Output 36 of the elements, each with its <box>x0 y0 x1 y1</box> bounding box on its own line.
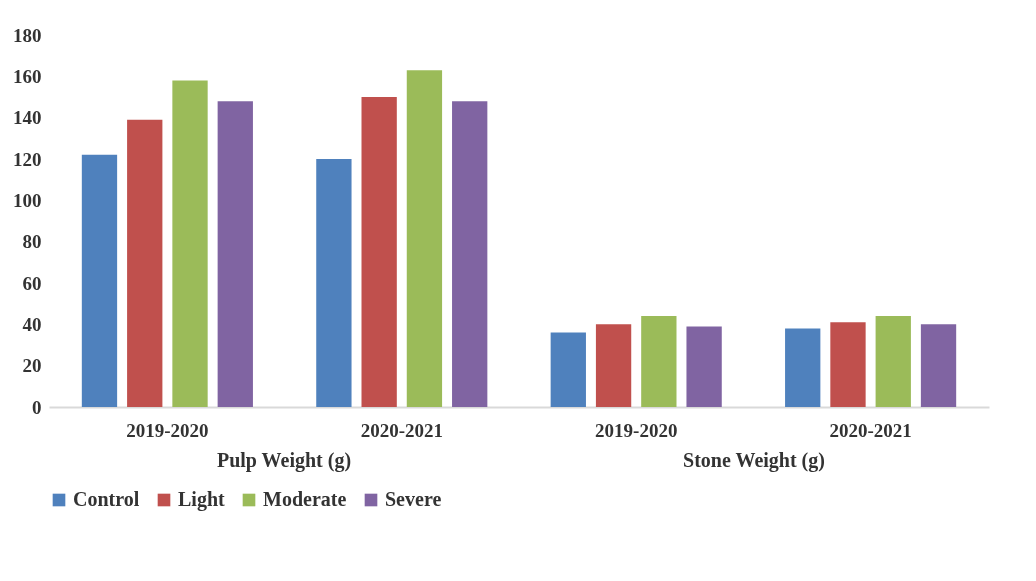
bar <box>550 332 586 407</box>
x-tick-label: 2019-2020 <box>126 419 209 441</box>
bar <box>641 316 677 407</box>
text: Pulp Weight (g) <box>216 449 352 472</box>
legend-label: Moderate <box>263 488 347 510</box>
y-tick-label: 60 <box>22 272 42 294</box>
y-tick-label: 80 <box>22 231 42 253</box>
text: Stone Weight (g) <box>683 449 825 472</box>
bar <box>595 324 632 407</box>
x-tick-label: 2020-2021 <box>829 419 912 441</box>
bar <box>316 159 352 407</box>
bar <box>452 101 488 407</box>
bar <box>830 322 866 407</box>
y-tick-label: 0 <box>32 396 42 418</box>
bar <box>920 324 957 407</box>
bar <box>406 70 443 407</box>
y-tick-label: 100 <box>13 189 42 211</box>
y-tick-label: 140 <box>13 107 42 129</box>
legend-label: Severe <box>385 488 442 510</box>
bar <box>127 119 163 407</box>
y-tick-label: 20 <box>22 355 42 377</box>
bar <box>81 154 118 407</box>
y-tick-label: 120 <box>13 148 42 170</box>
bar <box>686 326 722 407</box>
bar <box>361 97 397 407</box>
bar <box>785 328 821 407</box>
bar <box>875 316 911 407</box>
legend-label: Light <box>178 488 226 511</box>
y-tick-label: 40 <box>22 313 42 335</box>
legend-label: Control <box>73 488 140 510</box>
x-tick-label: 2019-2020 <box>595 419 678 441</box>
bar <box>172 80 208 407</box>
x-tick-label: 2020-2021 <box>360 419 443 441</box>
y-tick-label: 180 <box>13 24 42 46</box>
y-tick-label: 160 <box>13 65 42 87</box>
bar <box>217 101 253 407</box>
